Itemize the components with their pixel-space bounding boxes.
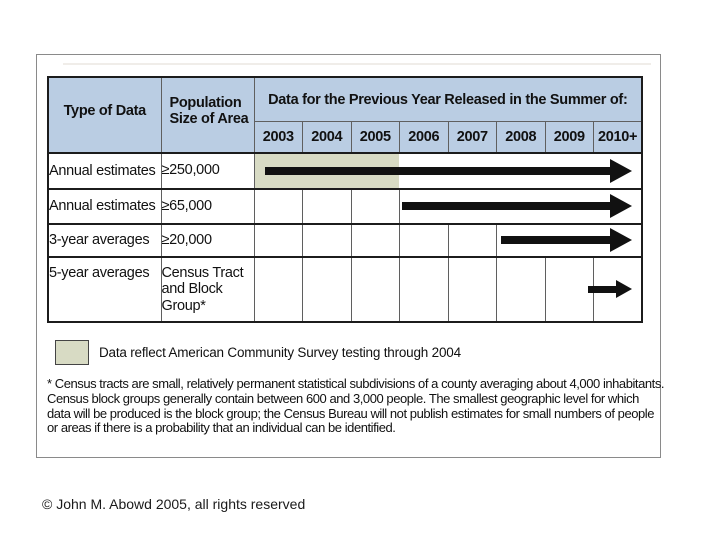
slide-page: Type of Data Population Size of Area Dat… (36, 54, 665, 458)
arrow-head-icon (610, 194, 633, 218)
year-header-2008: 2008 (496, 121, 546, 154)
empty-year-cell (351, 223, 400, 258)
empty-year-cell (351, 188, 400, 225)
release-schedule-table-wrap: Type of Data Population Size of Area Dat… (47, 76, 644, 323)
empty-year-cell (496, 256, 546, 323)
population-cell: ≥20,000 (161, 223, 255, 258)
release-arrow-2006-onward (402, 194, 633, 218)
year-header-2004: 2004 (302, 121, 352, 154)
timeline-cell-2003-2010 (254, 152, 643, 190)
release-arrow-2008-onward (501, 228, 633, 252)
population-cell: ≥250,000 (161, 152, 255, 190)
release-schedule-table: Type of Data Population Size of Area Dat… (47, 76, 644, 323)
timeline-cell-2006-2010 (399, 188, 643, 225)
population-cell: Census Tract and Block Group* (161, 256, 255, 323)
span-header-release-summer: Data for the Previous Year Released in t… (254, 77, 643, 122)
arrow-head-icon (610, 228, 633, 252)
arrow-shaft (264, 166, 611, 175)
type-cell: 3-year averages (48, 223, 162, 258)
year-header-2006: 2006 (399, 121, 449, 154)
footnote-census-tracts: * Census tracts are small, relatively pe… (47, 376, 665, 436)
type-cell: Annual estimates (48, 188, 162, 225)
arrow-shaft (588, 285, 617, 293)
footnote-line: data will be produced is the block group… (47, 405, 655, 421)
release-arrow-2003-onward (264, 158, 633, 183)
year-header-2007: 2007 (448, 121, 497, 154)
population-cell: ≥65,000 (161, 188, 255, 225)
legend-label: Data reflect American Community Survey t… (99, 345, 461, 360)
year-header-2003: 2003 (254, 121, 303, 154)
empty-year-cell (302, 256, 352, 323)
type-cell: Annual estimates (48, 152, 162, 190)
footnote-line: * Census tracts are small, relatively pe… (47, 376, 665, 391)
empty-year-cell (302, 223, 352, 258)
row-annual-estimates-250k: Annual estimates ≥250,000 (48, 152, 643, 190)
empty-year-cell (399, 256, 449, 323)
timeline-cell-2008-2010 (496, 223, 643, 258)
top-divider-rule (63, 63, 651, 65)
legend-swatch-acs-testing (55, 340, 89, 365)
arrow-head-icon (610, 158, 633, 183)
row-annual-estimates-65k: Annual estimates ≥65,000 (48, 188, 643, 225)
year-header-2005: 2005 (351, 121, 400, 154)
row-5-year-averages-tract: 5-year averages Census Tract and Block G… (48, 256, 643, 323)
empty-year-cell (302, 188, 352, 225)
empty-year-cell (448, 256, 497, 323)
arrow-shaft (402, 202, 611, 210)
row-3-year-averages-20k: 3-year averages ≥20,000 (48, 223, 643, 258)
footnote-line: Census block groups generally contain be… (47, 390, 639, 406)
release-arrow-2010 (588, 258, 633, 321)
arrow-head-icon (616, 280, 633, 298)
empty-year-cell (545, 256, 594, 323)
empty-year-cell (351, 256, 400, 323)
footnote-line: or areas if there is a probability that … (47, 420, 396, 436)
timeline-cell-2010 (588, 256, 643, 323)
arrow-shaft (501, 236, 611, 244)
col-header-type-of-data: Type of Data (48, 77, 162, 154)
copyright-notice: © John M. Abowd 2005, all rights reserve… (42, 496, 306, 512)
year-header-2010plus: 2010+ (593, 121, 643, 154)
year-header-row: 2003 2004 2005 2006 2007 2008 2009 2010+ (48, 121, 643, 154)
type-cell: 5-year averages (48, 256, 162, 323)
empty-year-cell (254, 223, 303, 258)
year-header-2009: 2009 (545, 121, 594, 154)
legend: Data reflect American Community Survey t… (55, 340, 461, 365)
empty-year-cell (399, 223, 449, 258)
empty-year-cell (254, 188, 303, 225)
empty-year-cell (448, 223, 497, 258)
col-header-population-size: Population Size of Area (161, 77, 255, 154)
empty-year-cell (254, 256, 303, 323)
